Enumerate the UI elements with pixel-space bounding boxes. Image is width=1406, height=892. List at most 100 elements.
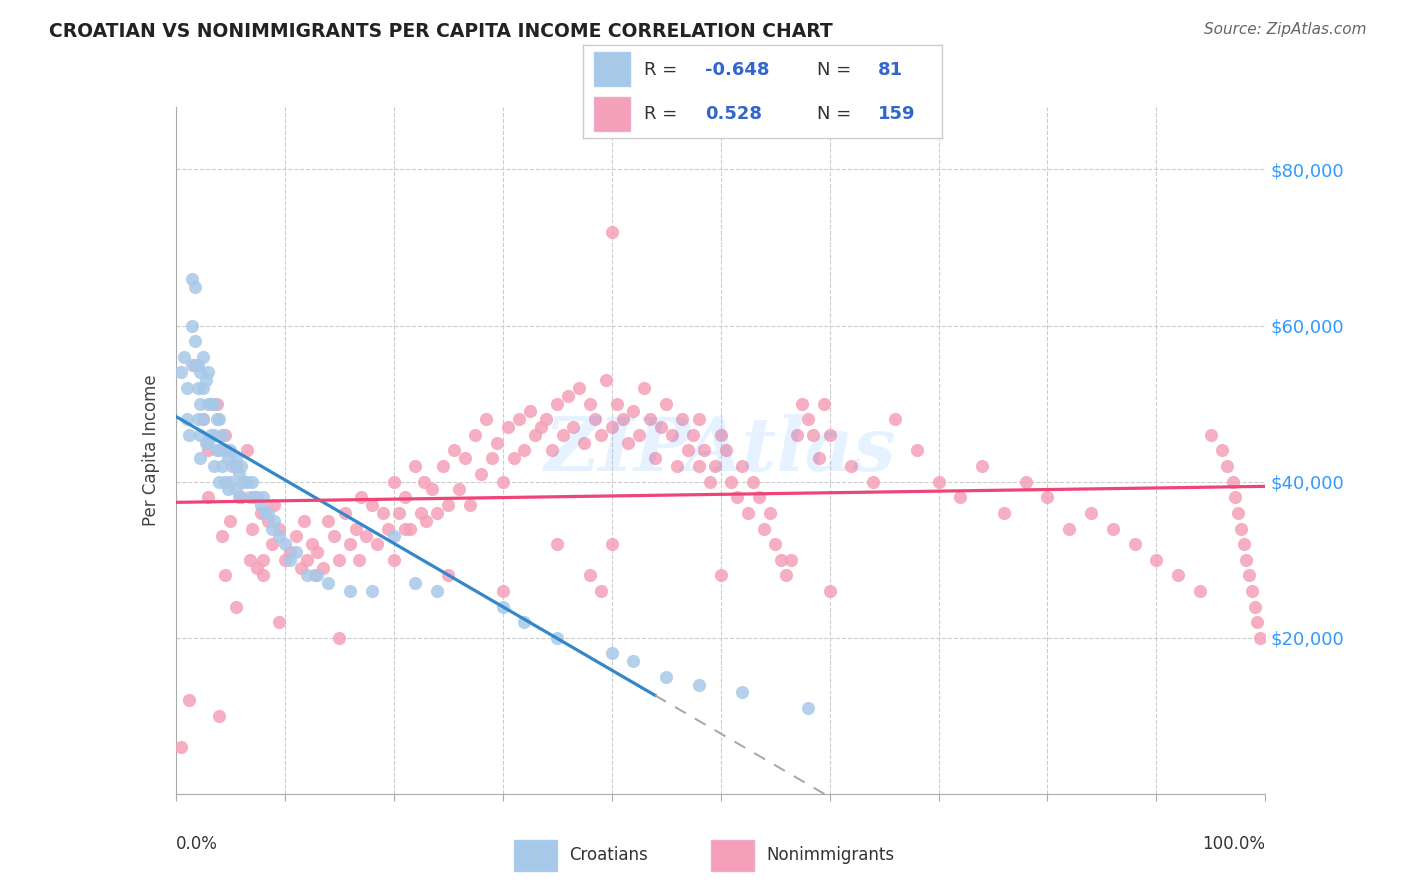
Point	[295, 568, 318, 582]
Point	[231, 490, 253, 504]
Point	[534, 412, 557, 426]
Point	[208, 708, 231, 723]
Point	[492, 583, 515, 598]
Point	[725, 490, 748, 504]
Point	[235, 443, 257, 458]
Point	[775, 568, 797, 582]
Point	[170, 740, 193, 755]
Point	[176, 381, 198, 395]
Point	[208, 412, 231, 426]
Point	[191, 412, 214, 426]
Point	[177, 693, 200, 707]
Point	[263, 514, 285, 528]
Point	[366, 537, 388, 551]
Point	[197, 435, 219, 450]
Point	[1036, 490, 1059, 504]
Point	[186, 358, 209, 372]
Point	[1123, 537, 1146, 551]
Point	[666, 458, 689, 473]
Point	[589, 583, 612, 598]
Point	[638, 412, 661, 426]
Text: 81: 81	[877, 61, 903, 78]
Point	[763, 537, 786, 551]
Point	[257, 514, 280, 528]
Point	[502, 451, 524, 466]
Point	[513, 615, 536, 630]
Point	[758, 506, 780, 520]
Point	[818, 583, 841, 598]
Point	[228, 467, 250, 481]
Point	[1222, 475, 1244, 489]
Point	[742, 475, 765, 489]
Point	[191, 412, 214, 426]
Point	[228, 490, 250, 504]
Point	[1243, 599, 1265, 614]
Point	[884, 412, 907, 426]
Point	[546, 537, 568, 551]
Point	[239, 490, 262, 504]
Point	[1223, 490, 1246, 504]
Point	[339, 583, 361, 598]
Point	[426, 583, 449, 598]
Point	[252, 552, 274, 567]
Point	[524, 427, 547, 442]
Point	[405, 458, 427, 473]
Point	[246, 490, 269, 504]
Point	[612, 412, 634, 426]
Point	[583, 412, 606, 426]
Point	[769, 552, 792, 567]
Point	[377, 521, 399, 535]
Point	[260, 521, 283, 535]
Point	[284, 529, 307, 543]
Point	[295, 552, 318, 567]
Text: Nonimmigrants: Nonimmigrants	[766, 846, 894, 863]
Point	[301, 537, 323, 551]
Point	[1057, 521, 1080, 535]
Point	[420, 483, 443, 497]
Point	[181, 318, 204, 333]
Point	[633, 381, 655, 395]
Point	[993, 506, 1015, 520]
Point	[627, 427, 650, 442]
FancyBboxPatch shape	[711, 840, 754, 871]
Point	[360, 498, 382, 512]
Text: ZIPAtlas: ZIPAtlas	[544, 414, 897, 487]
Point	[181, 271, 204, 285]
Point	[292, 514, 315, 528]
Point	[688, 678, 710, 692]
Point	[579, 568, 602, 582]
Point	[546, 631, 568, 645]
Point	[621, 654, 644, 668]
Point	[786, 427, 808, 442]
Point	[263, 498, 285, 512]
Point	[1199, 427, 1222, 442]
Point	[600, 225, 623, 239]
Point	[360, 583, 382, 598]
Point	[333, 506, 356, 520]
Point	[322, 529, 344, 543]
Point	[249, 498, 271, 512]
Point	[347, 552, 370, 567]
Point	[475, 412, 498, 426]
Point	[191, 350, 214, 364]
Point	[240, 475, 263, 489]
Point	[1144, 552, 1167, 567]
Point	[748, 490, 770, 504]
Point	[239, 552, 262, 567]
Point	[278, 545, 301, 559]
Point	[655, 396, 678, 410]
Point	[339, 537, 361, 551]
Text: Croatians: Croatians	[569, 846, 648, 863]
Point	[274, 537, 297, 551]
Point	[617, 435, 640, 450]
Text: 0.0%: 0.0%	[176, 835, 218, 853]
Point	[382, 529, 405, 543]
Point	[211, 427, 233, 442]
Point	[252, 568, 274, 582]
Point	[780, 552, 803, 567]
Point	[1237, 568, 1260, 582]
Point	[792, 396, 814, 410]
Point	[197, 366, 219, 380]
Point	[307, 568, 329, 582]
Point	[1102, 521, 1125, 535]
